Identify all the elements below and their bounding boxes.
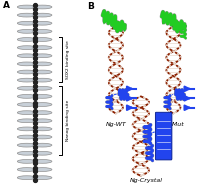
Ellipse shape	[33, 29, 52, 33]
Ellipse shape	[33, 5, 52, 9]
Ellipse shape	[33, 119, 52, 123]
Ellipse shape	[17, 94, 36, 98]
Ellipse shape	[33, 38, 52, 41]
Ellipse shape	[33, 168, 52, 171]
Text: Ng-Mut: Ng-Mut	[162, 122, 185, 127]
Ellipse shape	[17, 78, 36, 82]
Ellipse shape	[33, 176, 52, 180]
Ellipse shape	[17, 151, 36, 155]
Ellipse shape	[33, 111, 52, 115]
Ellipse shape	[33, 94, 52, 98]
Ellipse shape	[17, 29, 36, 33]
Ellipse shape	[17, 5, 36, 9]
Ellipse shape	[33, 70, 52, 74]
Ellipse shape	[17, 38, 36, 41]
Ellipse shape	[33, 135, 52, 139]
Ellipse shape	[33, 86, 52, 90]
FancyBboxPatch shape	[155, 112, 172, 160]
Ellipse shape	[17, 46, 36, 50]
Text: Ng-WT: Ng-WT	[105, 122, 126, 127]
Text: B: B	[88, 2, 95, 11]
Ellipse shape	[17, 62, 36, 66]
Ellipse shape	[17, 103, 36, 106]
Ellipse shape	[17, 160, 36, 163]
Text: SOX2 binding site: SOX2 binding site	[66, 40, 70, 79]
Ellipse shape	[33, 13, 52, 17]
Ellipse shape	[33, 103, 52, 106]
Ellipse shape	[33, 46, 52, 50]
Text: Ng-Crystal: Ng-Crystal	[130, 178, 163, 183]
Ellipse shape	[33, 160, 52, 163]
Ellipse shape	[17, 119, 36, 123]
Ellipse shape	[17, 86, 36, 90]
Ellipse shape	[17, 111, 36, 115]
Ellipse shape	[17, 21, 36, 25]
Text: Nanog binding site: Nanog binding site	[66, 100, 70, 141]
Ellipse shape	[17, 54, 36, 58]
Ellipse shape	[33, 78, 52, 82]
Ellipse shape	[33, 62, 52, 66]
Ellipse shape	[33, 151, 52, 155]
Ellipse shape	[17, 135, 36, 139]
Ellipse shape	[17, 168, 36, 171]
Ellipse shape	[33, 127, 52, 131]
Ellipse shape	[33, 21, 52, 25]
Ellipse shape	[17, 176, 36, 180]
Ellipse shape	[17, 13, 36, 17]
Ellipse shape	[17, 143, 36, 147]
Ellipse shape	[17, 127, 36, 131]
Ellipse shape	[33, 54, 52, 58]
Ellipse shape	[17, 70, 36, 74]
Text: A: A	[3, 1, 10, 10]
Ellipse shape	[33, 143, 52, 147]
